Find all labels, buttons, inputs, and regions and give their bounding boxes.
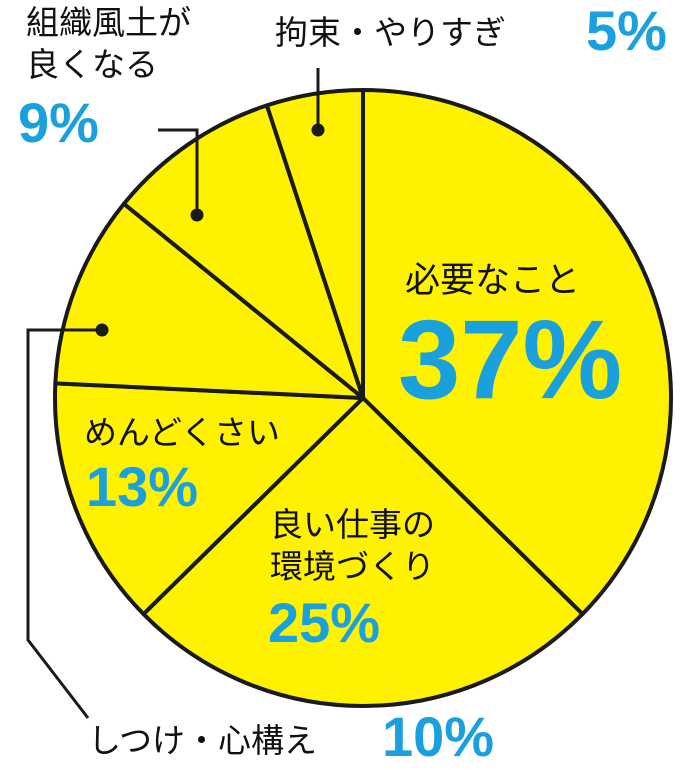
percent-shitsuke: 10%: [382, 705, 495, 768]
pie-slice-kousoku: [264, 88, 365, 400]
leader-dot-kousoku: [311, 123, 325, 137]
pie-slice-shitsuke: [53, 201, 365, 400]
pie-slice-soshiki: [121, 103, 365, 400]
label-soshiki-line2: 良くなる: [26, 45, 158, 84]
leader-lines: [26, 68, 325, 719]
percent-mendokusai: 13%: [86, 455, 199, 518]
leader-dot-shitsuke: [95, 323, 109, 337]
label-kousoku: 拘束・やりすぎ: [275, 13, 506, 52]
pie-slice-kankyou: [141, 396, 585, 708]
label-shitsuke: しつけ・心構え: [88, 721, 318, 760]
leader-dot-soshiki: [190, 208, 204, 222]
percent-kankyou: 25%: [268, 591, 381, 654]
pie-slice-mendokusai: [53, 381, 365, 617]
pie-slices: [53, 88, 673, 708]
label-kankyou-line2: 環境づくり: [270, 547, 435, 586]
percent-kousoku: 5%: [586, 0, 667, 62]
pie-slice-hitsuyou: [361, 88, 673, 617]
leader-line-shitsuke: [26, 328, 102, 719]
percent-soshiki: 9%: [18, 91, 99, 154]
leader-line-soshiki: [158, 128, 199, 215]
label-mendokusai: めんどくさい: [84, 413, 281, 452]
percent-hitsuyou: 37%: [398, 297, 623, 422]
label-kankyou-line1: 良い仕事の: [270, 505, 435, 544]
label-soshiki-line1: 組織風土が: [26, 3, 191, 42]
label-hitsuyou: 必要なこと: [405, 261, 581, 301]
